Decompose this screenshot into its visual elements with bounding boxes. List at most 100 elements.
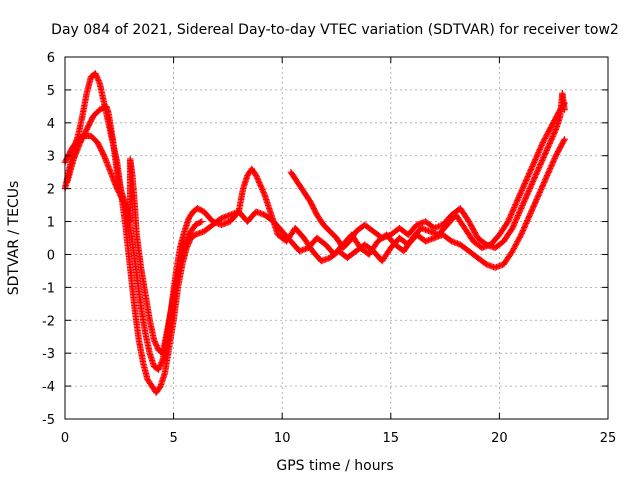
data-point [550, 131, 557, 139]
data-point [521, 198, 528, 205]
data-point [510, 222, 517, 229]
y-tick-label: -4 [42, 380, 55, 395]
data-point [468, 223, 476, 231]
data-point [516, 209, 523, 216]
data-point [509, 223, 517, 230]
data-point [539, 157, 546, 164]
data-point [155, 365, 163, 372]
data-point [537, 161, 544, 168]
data-point [522, 193, 530, 201]
data-point [550, 156, 558, 164]
data-point [527, 166, 535, 173]
data-point [532, 154, 540, 162]
data-point [541, 136, 548, 144]
data-point [559, 138, 567, 146]
data-point [511, 219, 519, 226]
data-point [465, 218, 473, 225]
data-point [197, 219, 204, 226]
data-point [522, 220, 530, 227]
data-point [153, 343, 161, 351]
data-point [550, 130, 558, 137]
data-point [543, 131, 551, 138]
data-point [257, 183, 265, 190]
data-point [530, 175, 538, 182]
data-point [518, 230, 525, 237]
data-point [524, 189, 532, 197]
data-point [507, 211, 515, 218]
data-point [561, 106, 568, 113]
data-point [198, 218, 206, 225]
data-point [522, 195, 529, 202]
data-point [150, 336, 158, 344]
data-point [552, 127, 559, 135]
data-point [506, 214, 514, 221]
data-point [529, 206, 536, 213]
y-tick-label: -3 [42, 347, 55, 362]
data-point [524, 191, 531, 198]
data-point [558, 141, 565, 148]
data-point [537, 145, 544, 152]
axis-ticks: 0 5 10 15 20 25 -5 -4 -3 -2 -1 0 1 2 3 4 5 6 [42, 51, 616, 446]
data-point [95, 77, 102, 84]
data-point [549, 159, 556, 166]
chart-title: Day 084 of 2021, Sidereal Day-to-day VTE… [51, 22, 619, 38]
y-axis-label: SDTVAR / TECUs [6, 181, 22, 296]
data-point [532, 171, 540, 178]
y-tick-label: 4 [47, 117, 55, 132]
data-point [524, 173, 532, 180]
data-point [527, 210, 534, 217]
data-point [520, 225, 527, 233]
data-point [259, 187, 267, 195]
data-point [541, 135, 549, 142]
data-point [545, 168, 553, 175]
data-point [466, 219, 473, 227]
data-point [532, 172, 539, 180]
data-point [530, 176, 537, 184]
data-point [505, 216, 512, 224]
data-point [559, 140, 566, 147]
data-point [152, 339, 159, 347]
data-point [158, 357, 166, 365]
data-point [543, 145, 551, 153]
data-point [544, 170, 552, 178]
data-point [542, 176, 549, 183]
data-point [514, 238, 521, 245]
data-point [541, 177, 548, 185]
x-tick-label: 5 [169, 431, 177, 446]
data-point [545, 143, 552, 150]
data-point [523, 176, 530, 183]
data-point [540, 180, 547, 188]
data-point [510, 245, 518, 252]
data-point [260, 189, 267, 196]
data-point [511, 204, 518, 211]
data-point [512, 241, 520, 248]
data-point [512, 242, 519, 249]
data-point [532, 199, 539, 206]
data-point [552, 153, 559, 161]
data-point [542, 175, 550, 182]
data-point [545, 169, 552, 176]
data-point [530, 201, 538, 209]
data-point [506, 215, 513, 222]
data-point [470, 227, 478, 235]
data-point [522, 221, 529, 229]
data-point [509, 247, 516, 255]
data-point [542, 148, 550, 156]
data-point [521, 223, 529, 230]
data-point [539, 139, 547, 146]
data-point [509, 207, 517, 214]
data-point [515, 210, 522, 218]
x-tick-label: 15 [383, 431, 400, 446]
data-point [535, 164, 543, 171]
data-point [511, 202, 519, 210]
data-point [521, 180, 529, 187]
data-point [551, 129, 558, 136]
data-point [557, 142, 565, 150]
data-point [94, 74, 101, 81]
data-point [259, 186, 266, 193]
data-point [535, 165, 542, 173]
data-point [548, 162, 555, 169]
data-point [542, 133, 549, 141]
y-tick-label: 1 [47, 216, 55, 231]
data-point [516, 208, 524, 215]
